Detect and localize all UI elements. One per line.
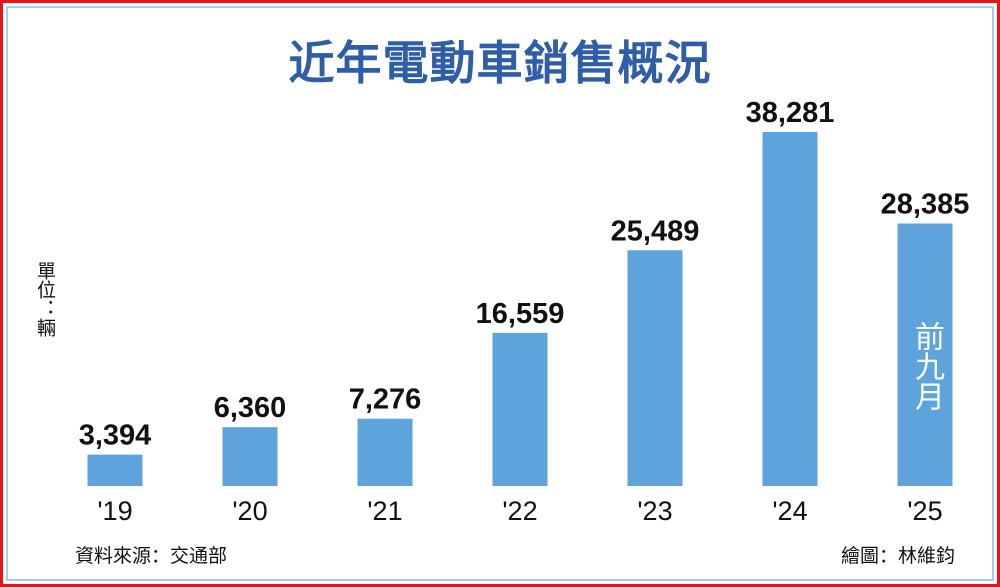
bar-21 xyxy=(357,418,413,486)
x-tick-label: '23 xyxy=(637,496,672,526)
value-label: 28,385 xyxy=(881,189,970,221)
chart-frame xyxy=(6,6,994,581)
value-label: 7,276 xyxy=(349,384,422,416)
credit-note: 繪圖：林維鈞 xyxy=(840,545,955,567)
value-label: 16,559 xyxy=(476,298,565,330)
value-label: 6,360 xyxy=(214,392,287,424)
annotation-first-nine-months: 前九月 xyxy=(909,321,944,411)
x-tick-label: '24 xyxy=(772,496,807,526)
value-label: 38,281 xyxy=(746,97,835,129)
unit-label: 單位：輛 xyxy=(34,261,56,337)
bar-24 xyxy=(762,132,818,486)
bar-19 xyxy=(87,454,143,486)
x-tick-label: '19 xyxy=(97,496,132,526)
value-label: 25,489 xyxy=(611,215,700,247)
bar-25 xyxy=(897,223,953,487)
bar-20 xyxy=(222,427,278,486)
x-tick-label: '21 xyxy=(367,496,402,526)
x-tick-label: '22 xyxy=(502,496,537,526)
x-tick-label: '20 xyxy=(232,496,267,526)
value-label: 3,394 xyxy=(79,420,152,452)
bar-22 xyxy=(492,332,548,486)
x-tick-label: '25 xyxy=(907,496,942,526)
bar-chart: 3,394 '19 6,360 '20 7,276 '21 16,559 '22 25,489 '… xyxy=(79,97,970,526)
chart-title: 近年電動車銷售概況 xyxy=(288,36,712,90)
source-note: 資料來源：交通部 xyxy=(75,545,228,567)
bar-23 xyxy=(627,250,683,486)
